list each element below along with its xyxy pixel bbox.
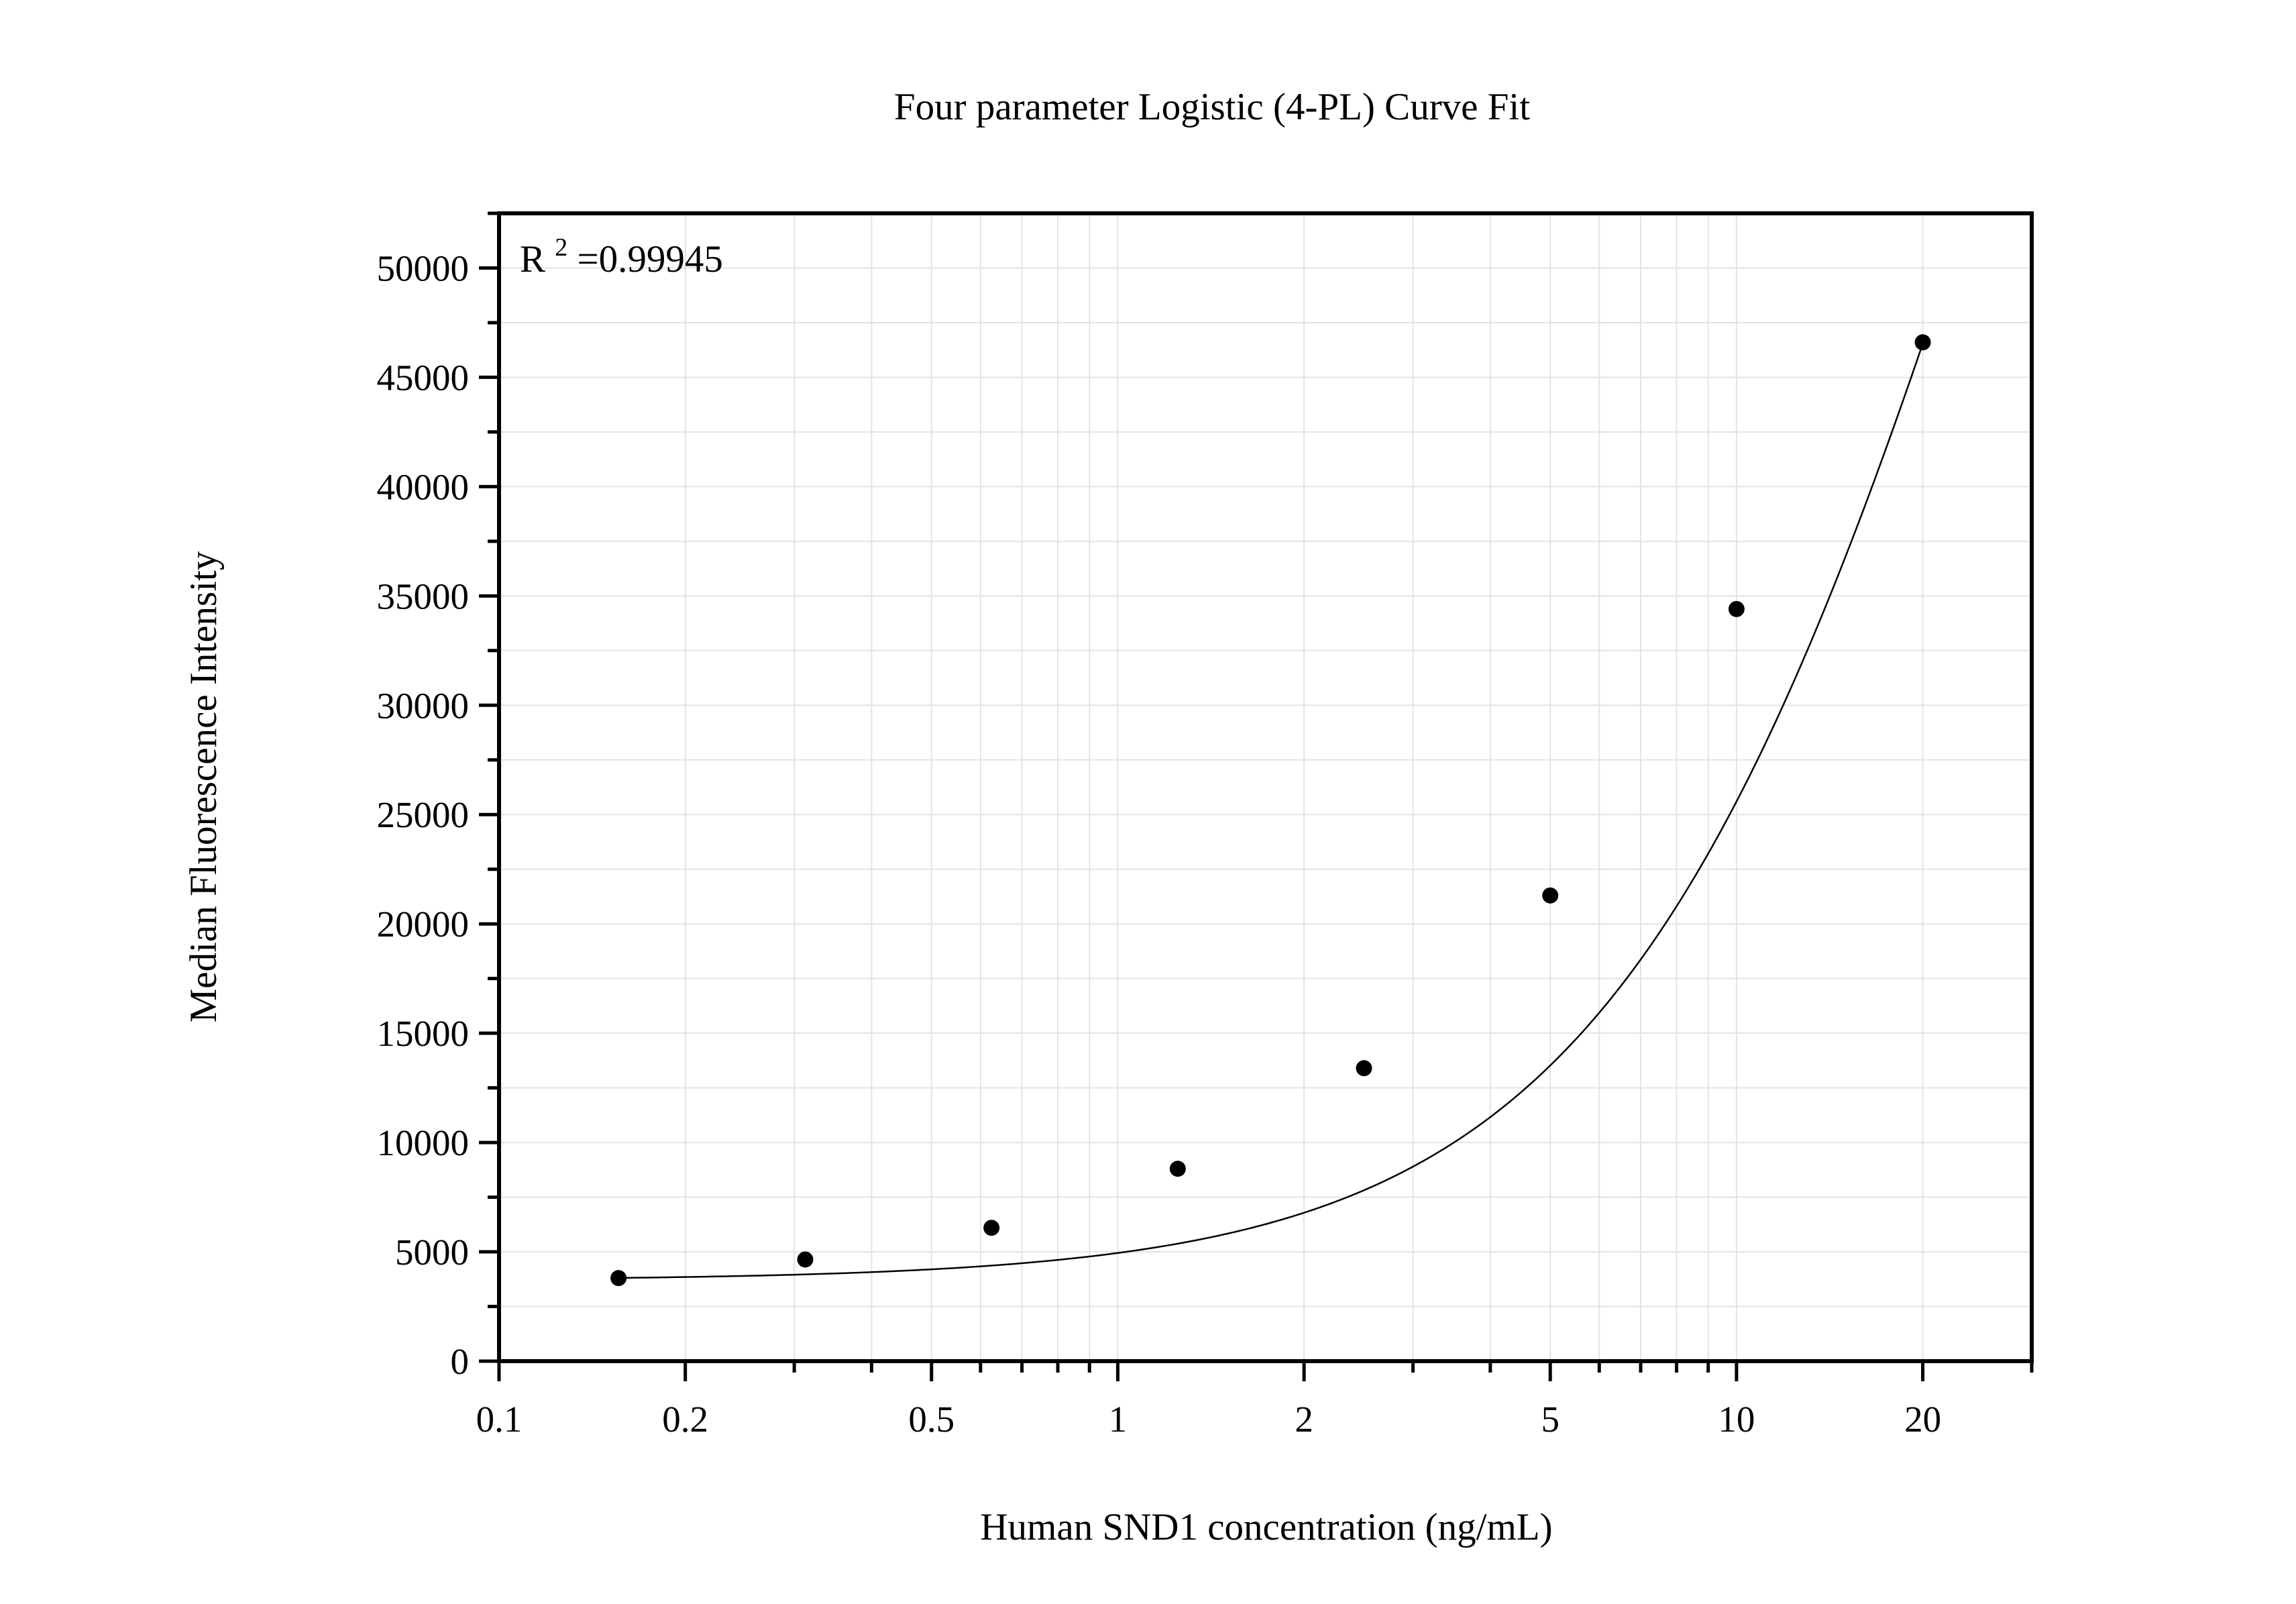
data-points [610,334,1931,1287]
r-squared-label: R [520,238,545,280]
data-point [983,1220,1000,1236]
y-axis-label: Median Fluorescence Intensity [182,551,225,1022]
data-point [1728,600,1745,617]
x-tick-label: 20 [1904,1399,1941,1440]
data-point [1169,1161,1186,1177]
y-tick-label: 15000 [377,1013,470,1054]
plot-area [610,334,1931,1287]
data-point [1356,1060,1372,1077]
r-squared-annotation: R 2 =0.99945 [520,222,723,280]
y-tick-label: 30000 [377,685,470,726]
y-tick-label: 40000 [377,466,470,507]
y-tick-label: 0 [451,1341,470,1382]
data-point [1914,334,1931,351]
axis-ticks [479,211,2034,1381]
data-point [797,1251,814,1268]
y-tick-label: 25000 [377,794,470,835]
data-point [610,1270,627,1287]
y-tick-label: 20000 [377,904,470,945]
r-squared-superscript: 2 [555,233,567,262]
chart-title: Four parameter Logistic (4-PL) Curve Fit [894,86,1530,128]
y-tick-label: 50000 [377,248,470,288]
x-axis-tick-labels: 0.1 0.2 0.5 1 2 5 10 20 [476,1399,1941,1440]
x-tick-label: 2 [1295,1399,1313,1440]
r-squared-value: =0.99945 [578,238,723,280]
x-tick-label: 10 [1718,1399,1755,1440]
grid [498,213,2032,1362]
x-tick-label: 1 [1109,1399,1128,1440]
y-tick-label: 5000 [395,1232,469,1273]
y-tick-label: 10000 [377,1122,470,1163]
plot-frame [497,211,2034,1363]
y-tick-label: 45000 [377,357,470,398]
x-tick-label: 0.2 [662,1399,708,1440]
y-axis-tick-labels: 0 5000 10000 15000 20000 25000 30000 35000 40000… [377,248,470,1382]
x-tick-label: 0.5 [908,1399,954,1440]
data-point [1542,887,1559,904]
fit-curve [618,343,1924,1279]
y-tick-label: 35000 [377,576,470,617]
x-tick-label: 0.1 [476,1399,523,1440]
x-tick-label: 5 [1541,1399,1560,1440]
x-axis-label: Human SND1 concentration (ng/mL) [980,1506,1552,1548]
